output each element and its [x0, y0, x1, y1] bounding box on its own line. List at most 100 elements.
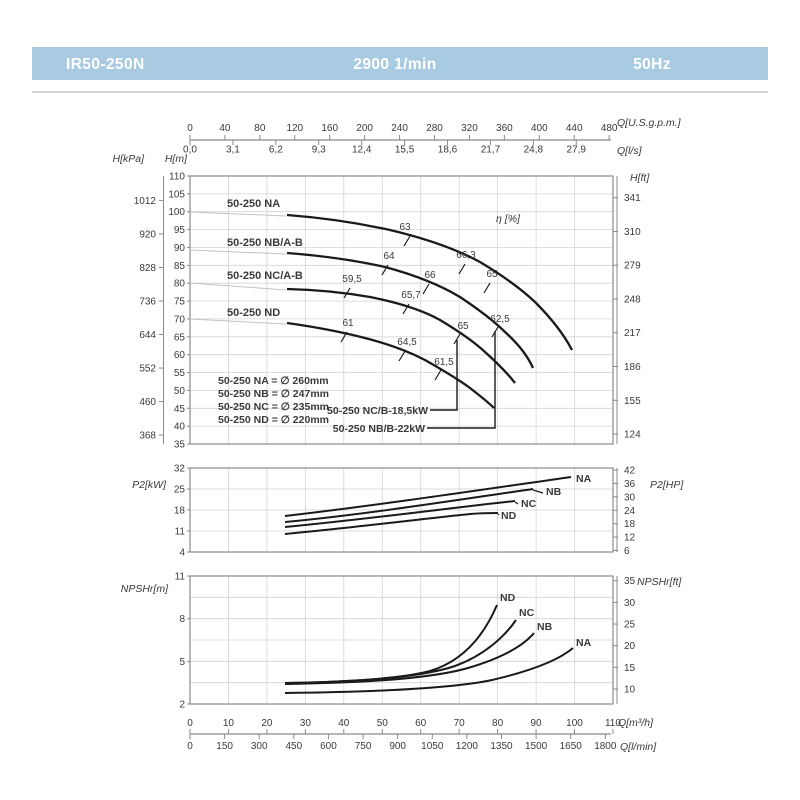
- p2-hp-tick: 42 36 30 24 18 12 6: [613, 466, 636, 557]
- gpm-tick-label: 0: [187, 123, 193, 134]
- lmin-tick-label: 1650: [560, 741, 583, 752]
- gpm-tick-label: 400: [531, 123, 548, 134]
- lmin-tick-label: 1800: [594, 741, 617, 752]
- frequency-title: 50Hz: [633, 56, 671, 73]
- h-ft-tick-label: 341: [624, 193, 641, 204]
- kpa-tick-label: 1012: [134, 196, 157, 207]
- eta-title: η [%]: [496, 213, 521, 225]
- kpa-tick: 1012 920 828 736 644 552 460 368: [134, 196, 164, 442]
- kpa-axis-title: H[kPa]: [112, 153, 145, 165]
- speed-title: 2900 1/min: [353, 56, 436, 73]
- gpm-tick-label: 200: [356, 123, 373, 134]
- eff-na-1: 63: [399, 222, 411, 233]
- lmin-tick-label: 1050: [421, 741, 444, 752]
- h-m-tick-label: 65: [174, 332, 186, 343]
- h-ft-tick: 341 310 279 248 217 186 155 124: [613, 193, 641, 441]
- m3h-tick-label: 0: [187, 718, 193, 729]
- lmin-tick: 0 150 300 450 600 750 900 1050 1200 1350 1500 1650 1…: [187, 734, 617, 752]
- eff-nb-2: 66: [424, 270, 436, 281]
- p2-curve-nd: [284, 512, 499, 535]
- main-grid-horizontal: [190, 193, 613, 427]
- p2-hp-tick-label: 30: [624, 492, 636, 503]
- kpa-tick-label: 920: [139, 229, 156, 240]
- lmin-tick-label: 750: [355, 741, 372, 752]
- ls-tick-label: 3,1: [226, 145, 240, 156]
- p2-hp-tick-label: 6: [624, 546, 630, 557]
- h-ft-tick-label: 310: [624, 227, 641, 238]
- npsh-m-tick-label: 11: [175, 572, 186, 583]
- gpm-tick-label: 240: [391, 123, 408, 134]
- gpm-axis-title: Q[U.S.g.p.m.]: [617, 117, 682, 129]
- p2-hp-tick-label: 12: [624, 533, 636, 544]
- gpm-tick-label: 320: [461, 123, 478, 134]
- npsh-plot-border: [189, 575, 614, 705]
- kpa-tick-label: 736: [139, 296, 156, 307]
- m3h-tick-label: 100: [566, 718, 583, 729]
- p2-hp-tick-label: 42: [624, 466, 636, 477]
- m3h-tick-label: 70: [454, 718, 466, 729]
- gpm-tick-label: 440: [566, 123, 583, 134]
- npsh-ft-tick-label: 25: [624, 620, 636, 631]
- p2-label-nb: NB: [546, 486, 562, 498]
- lmin-tick-label: 1200: [456, 741, 479, 752]
- gpm-tick-label: 280: [426, 123, 443, 134]
- npsh-curve-nc: [284, 619, 517, 684]
- h-m-tick-label: 95: [174, 225, 186, 236]
- npsh-m-tick: 11 8 5 2: [175, 572, 190, 711]
- ls-tick-label: 27,9: [567, 145, 587, 156]
- h-m-tick-label: 40: [174, 422, 186, 433]
- eff-nd-3: 61,5: [434, 357, 454, 368]
- eff-na-3: 65: [486, 269, 498, 280]
- h-ft-tick-label: 124: [624, 430, 641, 441]
- npsh-m-tick-label: 5: [179, 657, 185, 668]
- h-m-tick-label: 50: [174, 386, 186, 397]
- lmin-tick-label: 600: [320, 741, 337, 752]
- npsh-ft-tick-label: 35: [624, 576, 636, 587]
- m3h-tick-label: 60: [415, 718, 427, 729]
- p2-label-dashes: [497, 489, 544, 516]
- ls-tick-label: 9,3: [312, 145, 326, 156]
- p2-hp-tick-label: 36: [624, 479, 636, 490]
- npsh-ft-title: NPSHr[ft]: [637, 576, 682, 588]
- h-m-tick-label: 110: [169, 172, 185, 183]
- p2-hp-tick-label: 18: [624, 519, 636, 530]
- kpa-tick-label: 552: [139, 364, 156, 375]
- p2-label-nd: ND: [501, 510, 517, 522]
- npsh-label-nd: ND: [500, 592, 516, 604]
- ls-tick-label: 12,4: [352, 145, 372, 156]
- npsh-ft-tick: 35 30 25 20 15 10: [613, 576, 636, 696]
- p2-kw-tick-label: 18: [174, 506, 186, 517]
- h-ft-tick-label: 248: [624, 294, 641, 305]
- gpm-tick-label: 360: [496, 123, 513, 134]
- curve-label-nd: 50-250 ND: [227, 307, 280, 319]
- m3h-tick-label: 110: [605, 718, 621, 729]
- npsh-grid-horizontal: [190, 596, 613, 684]
- head-curve-na: [286, 213, 574, 351]
- p2-curve-nb: [284, 488, 534, 523]
- lmin-tick-label: 0: [187, 741, 193, 752]
- p2-grid-horizontal: [190, 488, 613, 532]
- ls-tick: 0,0 3,1 6,2 9,3 12,4 15,5 18,6 21,7 24,8 27,9: [183, 140, 586, 156]
- h-m-tick-label: 90: [174, 243, 186, 254]
- callout-nc-power: 50-250 NC/B-18,5kW: [327, 405, 428, 417]
- p2-kw-tick-label: 32: [174, 464, 186, 475]
- curve-label-na: 50-250 NA: [227, 198, 280, 210]
- eff-na-2: 66,3: [456, 250, 476, 261]
- lmin-tick-label: 1350: [490, 741, 513, 752]
- h-m-tick-label: 80: [174, 279, 186, 290]
- h-ft-tick-label: 155: [624, 396, 641, 407]
- gpm-tick-label: 80: [254, 123, 266, 134]
- npsh-curve-nd: [284, 604, 498, 684]
- h-m-tick-label: 75: [174, 297, 186, 308]
- power-limit-lines: [427, 331, 496, 429]
- legend-na: 50-250 NA = ∅ 260mm: [218, 375, 329, 387]
- npsh-curve-nb: [284, 632, 535, 685]
- h-m-tick-label: 85: [174, 261, 186, 272]
- p2-kw-tick-label: 4: [179, 548, 185, 559]
- m3h-axis-title: Q[m³/h]: [618, 717, 654, 729]
- ls-tick-label: 24,8: [524, 145, 544, 156]
- h-ft-tick-label: 186: [624, 362, 641, 373]
- gpm-tick-label: 40: [219, 123, 231, 134]
- legend-nd: 50-250 ND = ∅ 220mm: [218, 414, 329, 426]
- p2-curve-na: [284, 476, 572, 517]
